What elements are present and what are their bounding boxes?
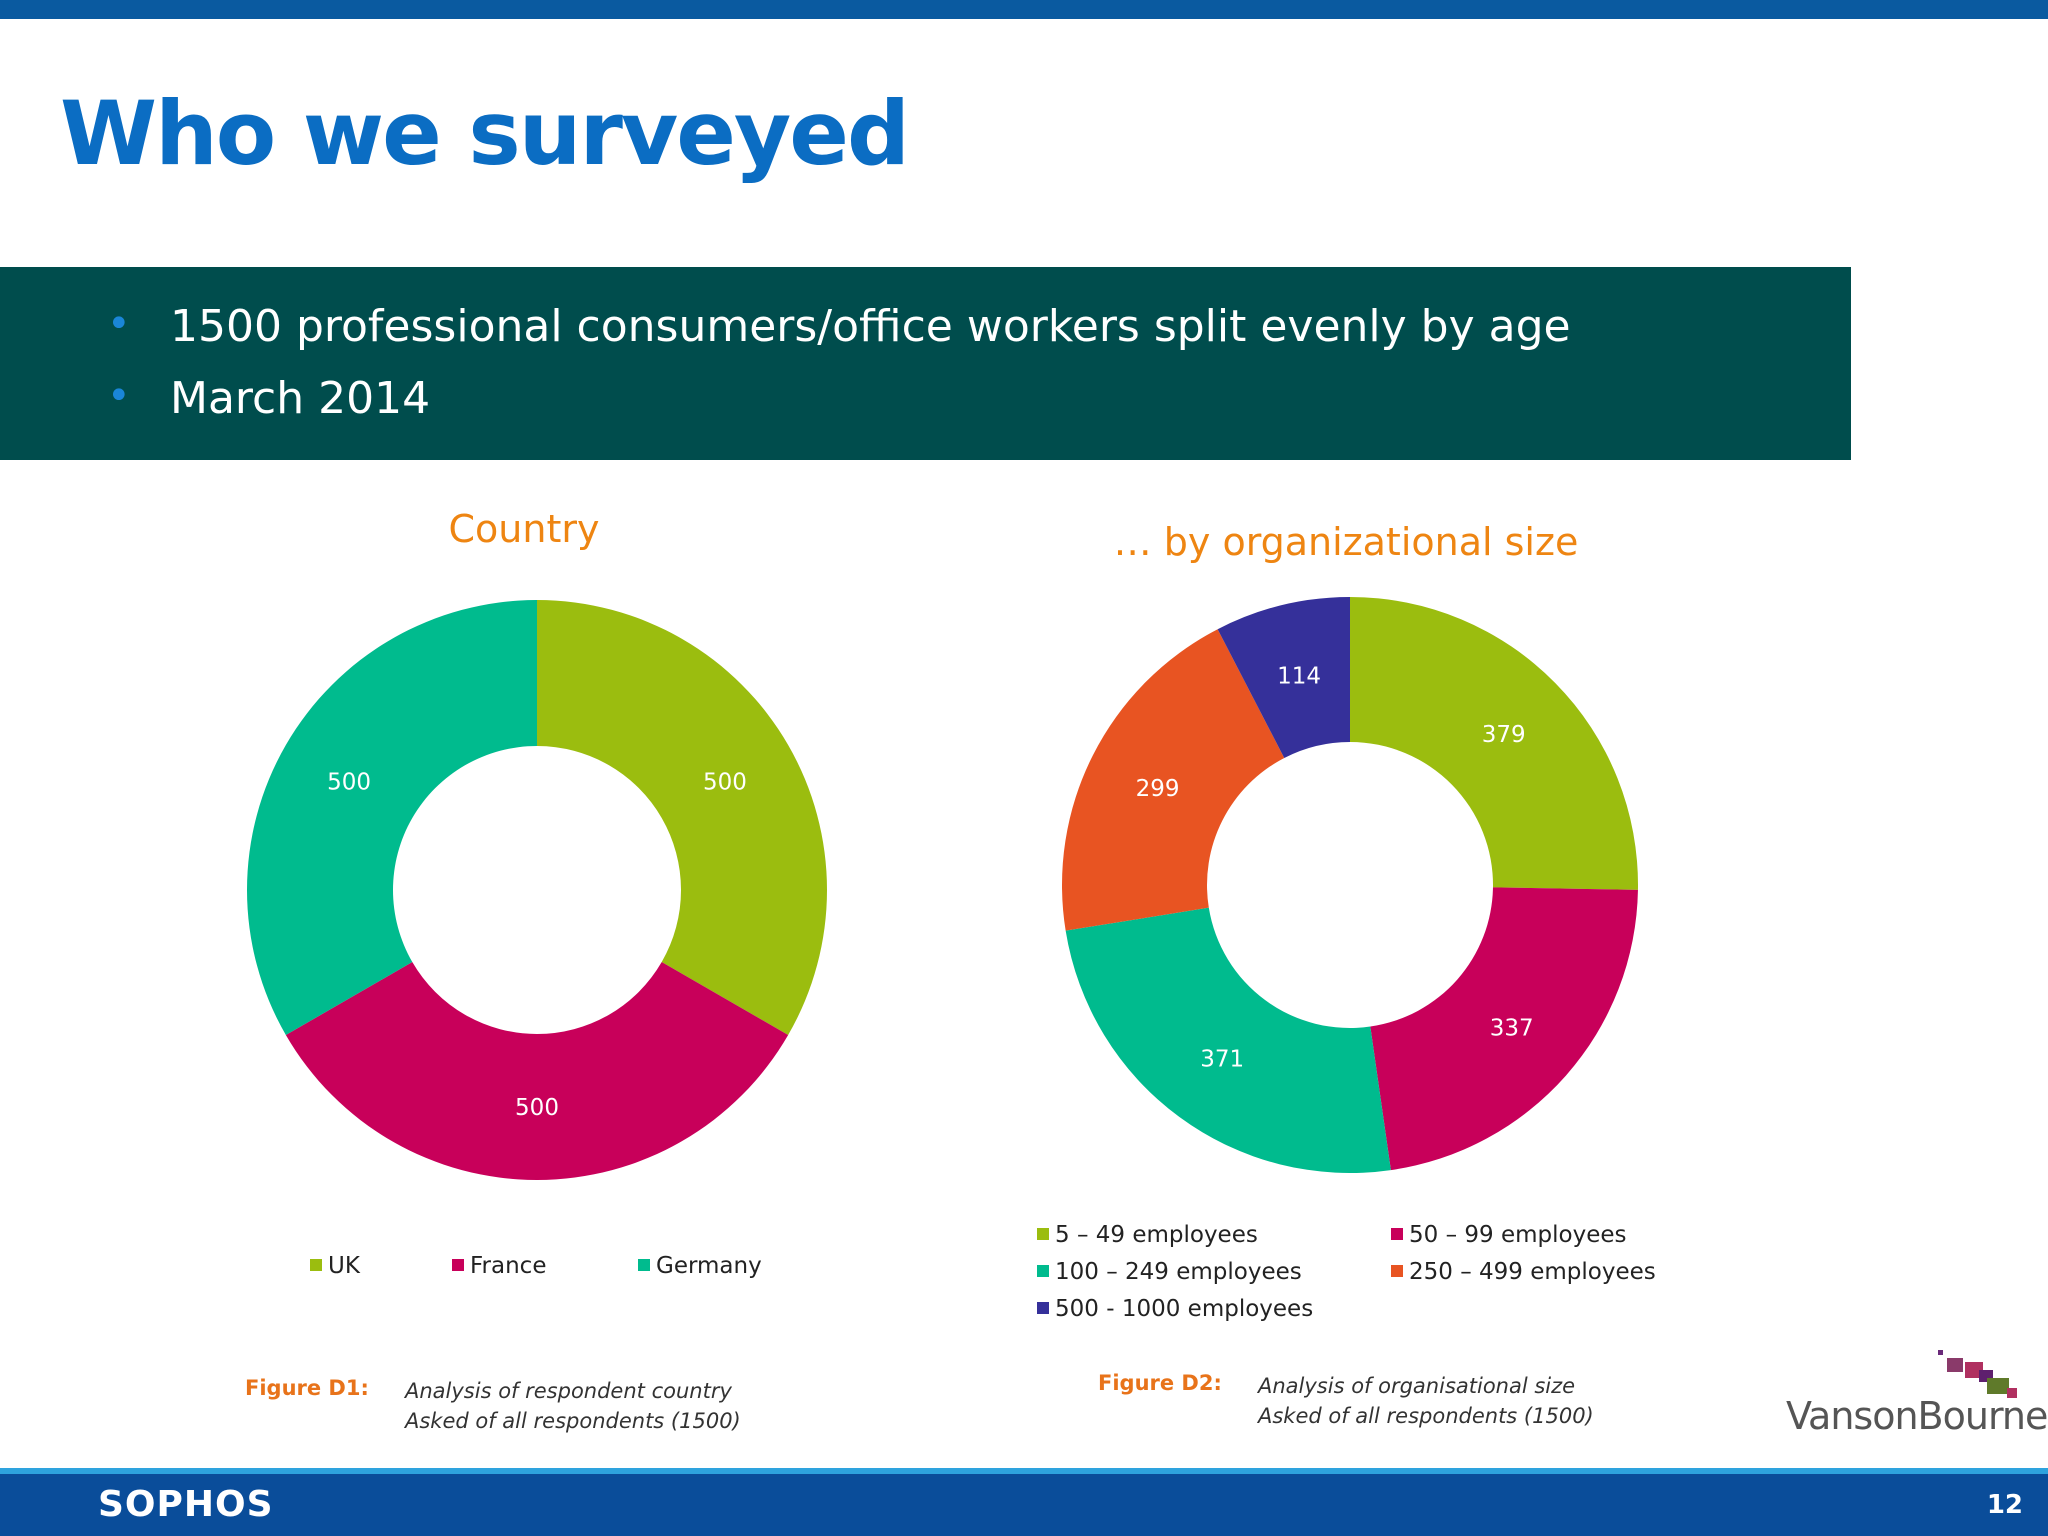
figure-label: Figure D1: — [245, 1376, 369, 1400]
donut-slice-label: 500 — [515, 1095, 559, 1121]
donut-slice-label: 500 — [703, 770, 747, 796]
legend-swatch — [452, 1259, 464, 1271]
country-donut-chart: 500 500 500 — [247, 600, 827, 1180]
footer-bar: SOPHOS 12 — [0, 1474, 2048, 1536]
legend-swatch — [1037, 1228, 1049, 1240]
legend-swatch — [638, 1259, 650, 1271]
donut-slice-label: 337 — [1490, 1016, 1534, 1042]
donut-slice — [1370, 887, 1638, 1171]
bullet-dot-icon: • — [107, 301, 131, 347]
donut-slice — [537, 600, 827, 1035]
figure-description-line: Analysis of organisational size — [1258, 1374, 1576, 1398]
footer-accent-line — [0, 1468, 2048, 1474]
summary-bullet-text: March 2014 — [170, 373, 431, 424]
legend-label: 250 – 499 employees — [1409, 1259, 1656, 1285]
country-legend: UK France Germany — [310, 1253, 910, 1293]
legend-swatch — [1037, 1265, 1049, 1277]
donut-slice-label: 500 — [327, 770, 371, 796]
legend-item-5-49: 5 – 49 employees — [1037, 1222, 1258, 1248]
figure-description-line: Asked of all respondents (1500) — [1258, 1404, 1594, 1428]
legend-swatch — [1037, 1302, 1049, 1314]
logo-wordmark: VansonBourne — [1786, 1394, 2048, 1438]
donut-slice — [1217, 597, 1350, 758]
donut-slice-label: 371 — [1200, 1047, 1244, 1073]
org-size-legend: 5 – 49 employees 50 – 99 employees 100 –… — [1037, 1222, 1737, 1332]
donut-slice — [1065, 907, 1391, 1173]
donut-slice — [1350, 597, 1638, 890]
logo-squares-icon — [1938, 1350, 2017, 1398]
legend-swatch — [1391, 1228, 1403, 1240]
legend-label: France — [470, 1253, 547, 1279]
legend-label: Germany — [656, 1253, 762, 1279]
donut-slice-label: 379 — [1482, 722, 1526, 748]
summary-banner: • 1500 professional consumers/office work… — [0, 267, 1851, 460]
legend-item-100-249: 100 – 249 employees — [1037, 1259, 1302, 1285]
donut-slice — [247, 600, 537, 1035]
legend-label: 50 – 99 employees — [1409, 1222, 1627, 1248]
legend-label: 100 – 249 employees — [1055, 1259, 1302, 1285]
org-size-donut-chart: 379 337 371 299 114 — [1062, 597, 1638, 1173]
figure-description-line: Analysis of respondent country — [405, 1379, 732, 1403]
donut-slice-label: 299 — [1136, 776, 1180, 802]
legend-item-france: France — [452, 1253, 546, 1279]
legend-label: UK — [328, 1253, 360, 1279]
legend-swatch — [310, 1259, 322, 1271]
top-accent-bar — [0, 0, 2048, 19]
donut-slice — [1062, 629, 1285, 931]
vansonbourne-logo: VansonBourne — [1783, 1348, 2048, 1438]
legend-label: 500 - 1000 employees — [1055, 1296, 1314, 1322]
legend-label: 5 – 49 employees — [1055, 1222, 1258, 1248]
donut-slice-label: 114 — [1277, 664, 1321, 690]
summary-bullet: • 1500 professional consumers/office work… — [107, 301, 1571, 352]
legend-item-50-99: 50 – 99 employees — [1391, 1222, 1626, 1248]
legend-swatch — [1391, 1265, 1403, 1277]
page-title: Who we surveyed — [60, 82, 910, 185]
page-number: 12 — [1986, 1490, 2023, 1520]
figure-label: Figure D2: — [1098, 1371, 1222, 1395]
figure-description: Analysis of respondent country Asked of … — [405, 1376, 741, 1436]
figure-description: Analysis of organisational size Asked of… — [1258, 1371, 1594, 1431]
figure-description-line: Asked of all respondents (1500) — [405, 1409, 741, 1433]
summary-bullet: • March 2014 — [107, 373, 431, 424]
legend-item-uk: UK — [310, 1253, 360, 1279]
summary-bullet-text: 1500 professional consumers/office worke… — [170, 301, 1571, 352]
legend-item-500-1000: 500 - 1000 employees — [1037, 1296, 1313, 1322]
bullet-dot-icon: • — [107, 373, 131, 419]
org-size-chart-title: … by organizational size — [1113, 520, 1579, 564]
legend-item-250-499: 250 – 499 employees — [1391, 1259, 1656, 1285]
donut-slice — [285, 962, 789, 1180]
country-chart-title: Country — [448, 507, 600, 551]
sophos-logo: SOPHOS — [98, 1484, 274, 1525]
legend-item-germany: Germany — [638, 1253, 762, 1279]
